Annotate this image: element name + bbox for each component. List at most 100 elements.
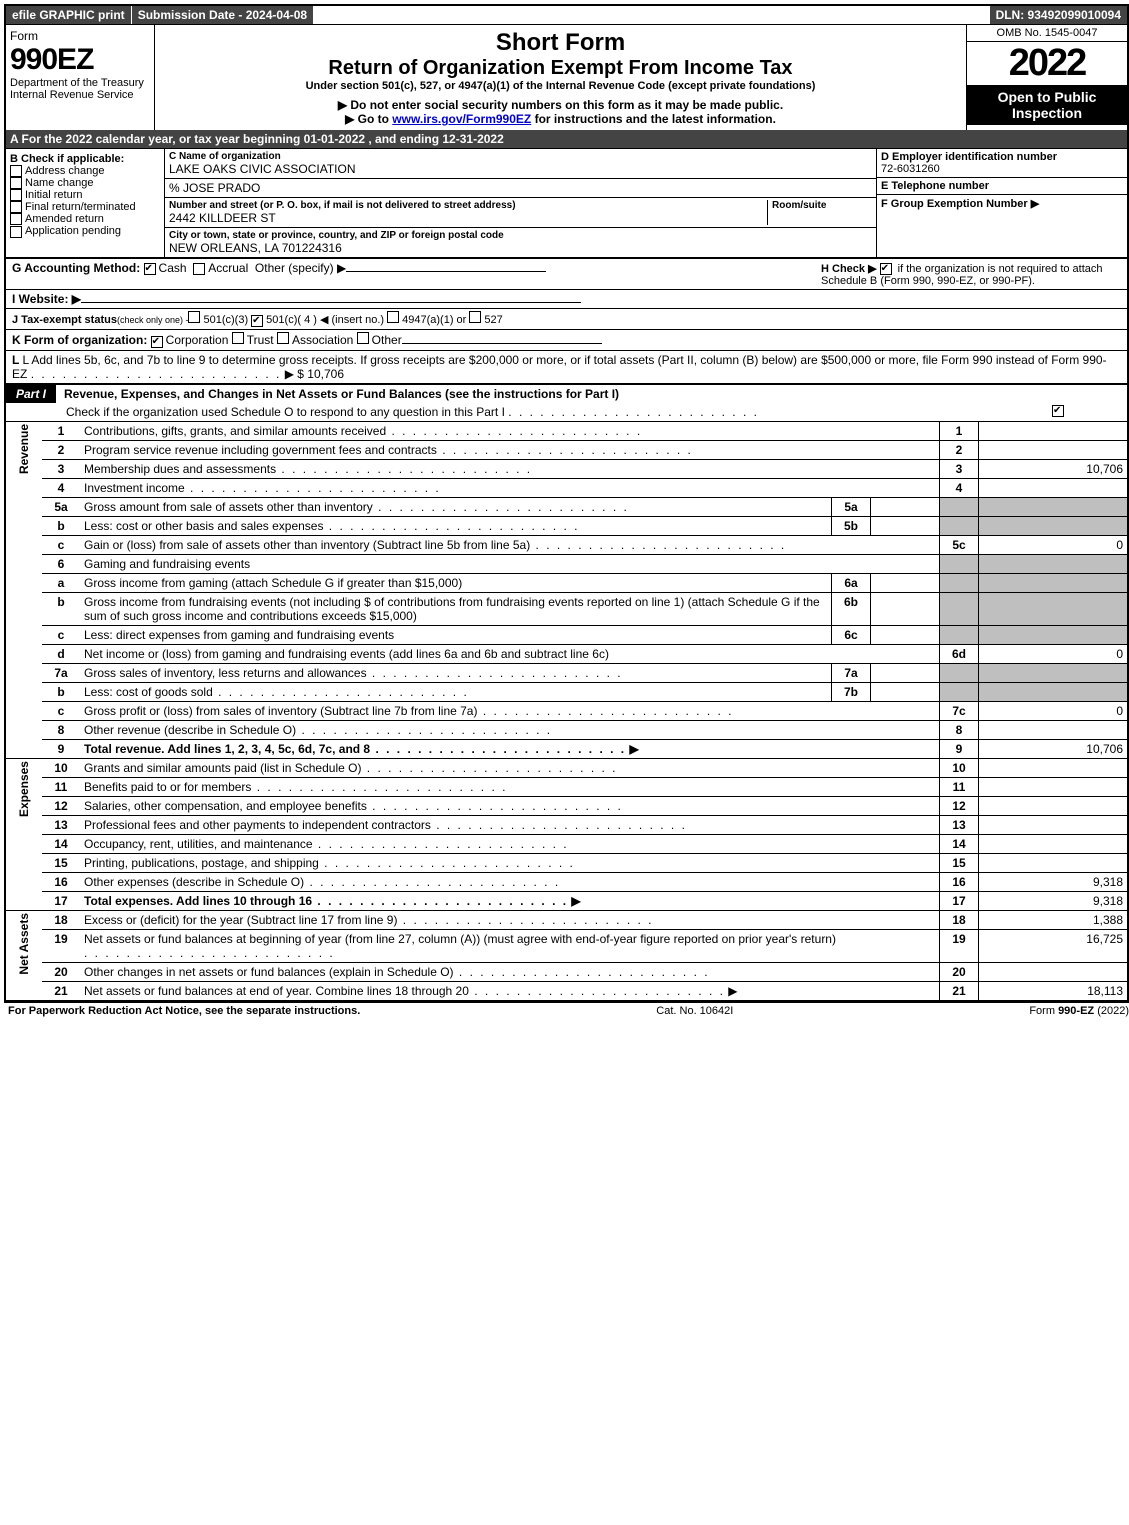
ln-3-amt: 10,706 (979, 460, 1128, 479)
footer-right: Form 990-EZ (2022) (1029, 1005, 1129, 1017)
side-expenses: Expenses (6, 759, 42, 911)
check-final[interactable]: Final return/terminated (10, 201, 160, 213)
ln-6c-mini-amt (871, 626, 940, 645)
row-j: J Tax-exempt status (check only one) - 5… (6, 308, 1127, 329)
ln-7a-no: 7a (42, 664, 80, 683)
street-val: 2442 KILLDEER ST (169, 211, 767, 225)
dln-label: DLN: 93492099010094 (990, 6, 1127, 24)
ln-4-box: 4 (940, 479, 979, 498)
ln-5b-desc: Less: cost or other basis and sales expe… (80, 517, 832, 536)
check-h[interactable] (880, 263, 892, 275)
ln-5c-box: 5c (940, 536, 979, 555)
h-label: H Check ▶ (821, 263, 877, 275)
ln-11-no: 11 (42, 778, 80, 797)
ln-1-no: 1 (42, 422, 80, 441)
ln-6a-amt (979, 574, 1128, 593)
tax-year: 2022 (967, 42, 1127, 85)
form-word: Form (10, 29, 150, 43)
ln-7c-no: c (42, 702, 80, 721)
chk-label-5: Application pending (25, 225, 121, 237)
check-initial[interactable]: Initial return (10, 189, 160, 201)
check-address[interactable]: Address change (10, 165, 160, 177)
ln-13-no: 13 (42, 816, 80, 835)
ln-12-no: 12 (42, 797, 80, 816)
form-number: 990EZ (10, 43, 150, 77)
ln-7c-box: 7c (940, 702, 979, 721)
ln-13-box: 13 (940, 816, 979, 835)
k-opt0: Corporation (166, 333, 229, 347)
footer-right-bold: 990-EZ (1058, 1005, 1094, 1017)
k-opt1: Trust (247, 333, 274, 347)
ln-7a-mini-amt (871, 664, 940, 683)
ln-20-amt (979, 963, 1128, 982)
j-opt2: 501(c)( 4 ) ◀ (insert no.) (266, 313, 384, 326)
ln-9-box: 9 (940, 740, 979, 759)
website-field[interactable] (81, 302, 581, 303)
ln-14-box: 14 (940, 835, 979, 854)
check-trust[interactable] (232, 332, 244, 344)
ln-8-amt (979, 721, 1128, 740)
ln-18-box: 18 (940, 911, 979, 930)
ln-6d-amt: 0 (979, 645, 1128, 664)
check-4947[interactable] (387, 311, 399, 323)
ln-7a-desc: Gross sales of inventory, less returns a… (80, 664, 832, 683)
check-corp[interactable] (151, 336, 163, 348)
city-row: City or town, state or province, country… (165, 228, 876, 257)
col-b: B Check if applicable: Address change Na… (6, 149, 165, 257)
spacer (313, 6, 989, 24)
check-501c3[interactable] (188, 311, 200, 323)
efile-print-btn[interactable]: efile GRAPHIC print (6, 6, 132, 24)
ln-15-box: 15 (940, 854, 979, 873)
ln-5b-mini: 5b (832, 517, 871, 536)
check-amended[interactable]: Amended return (10, 213, 160, 225)
go-to-pre: ▶ Go to (345, 112, 392, 126)
check-assoc[interactable] (277, 332, 289, 344)
ln-7b-amt (979, 683, 1128, 702)
org-name: LAKE OAKS CIVIC ASSOCIATION (169, 162, 872, 176)
irs-link[interactable]: www.irs.gov/Form990EZ (392, 112, 531, 126)
go-to-post: for instructions and the latest informat… (531, 112, 776, 126)
check-schedule-o[interactable] (1052, 405, 1064, 417)
ln-9-desc: Total revenue. Add lines 1, 2, 3, 4, 5c,… (80, 740, 940, 759)
ln-7b-mini-amt (871, 683, 940, 702)
check-527[interactable] (469, 311, 481, 323)
street-label: Number and street (or P. O. box, if mail… (169, 200, 767, 211)
ln-13-desc: Professional fees and other payments to … (80, 816, 940, 835)
ln-5c-amt: 0 (979, 536, 1128, 555)
ein-val: 72-6031260 (881, 163, 1123, 175)
g-label: G Accounting Method: (12, 261, 140, 275)
other-field[interactable] (346, 271, 546, 272)
check-501c[interactable] (251, 315, 263, 327)
check-pending[interactable]: Application pending (10, 225, 160, 237)
ln-17-desc: Total expenses. Add lines 10 through 16 … (80, 892, 940, 911)
ln-6c-no: c (42, 626, 80, 645)
j-opt4: 527 (484, 314, 502, 326)
ln-5b-amt (979, 517, 1128, 536)
other-org-field[interactable] (402, 343, 602, 344)
ln-6a-mini-amt (871, 574, 940, 593)
ln-19-box: 19 (940, 930, 979, 963)
ln-5a-no: 5a (42, 498, 80, 517)
check-other-org[interactable] (357, 332, 369, 344)
ein-label: D Employer identification number (881, 151, 1123, 163)
ln-3-no: 3 (42, 460, 80, 479)
check-accrual[interactable] (193, 263, 205, 275)
chk-label-2: Initial return (25, 189, 82, 201)
ln-15-desc: Printing, publications, postage, and shi… (80, 854, 940, 873)
submission-date: Submission Date - 2024-04-08 (132, 6, 313, 24)
ln-5a-mini: 5a (832, 498, 871, 517)
ln-6c-desc: Less: direct expenses from gaming and fu… (80, 626, 832, 645)
ln-10-amt (979, 759, 1128, 778)
omb-no: OMB No. 1545-0047 (967, 25, 1127, 42)
ln-6a-desc: Gross income from gaming (attach Schedul… (80, 574, 832, 593)
check-name[interactable]: Name change (10, 177, 160, 189)
ln-6b-desc: Gross income from fundraising events (no… (80, 593, 832, 626)
part1-check-line: Check if the organization used Schedule … (6, 403, 1127, 421)
lines-table: Revenue 1 Contributions, gifts, grants, … (6, 421, 1127, 1000)
org-name-row: C Name of organization LAKE OAKS CIVIC A… (165, 149, 876, 179)
ln-5b-no: b (42, 517, 80, 536)
check-cash[interactable] (144, 263, 156, 275)
ln-17-box: 17 (940, 892, 979, 911)
ln-15-amt (979, 854, 1128, 873)
part1-title: Revenue, Expenses, and Changes in Net As… (56, 387, 1127, 401)
